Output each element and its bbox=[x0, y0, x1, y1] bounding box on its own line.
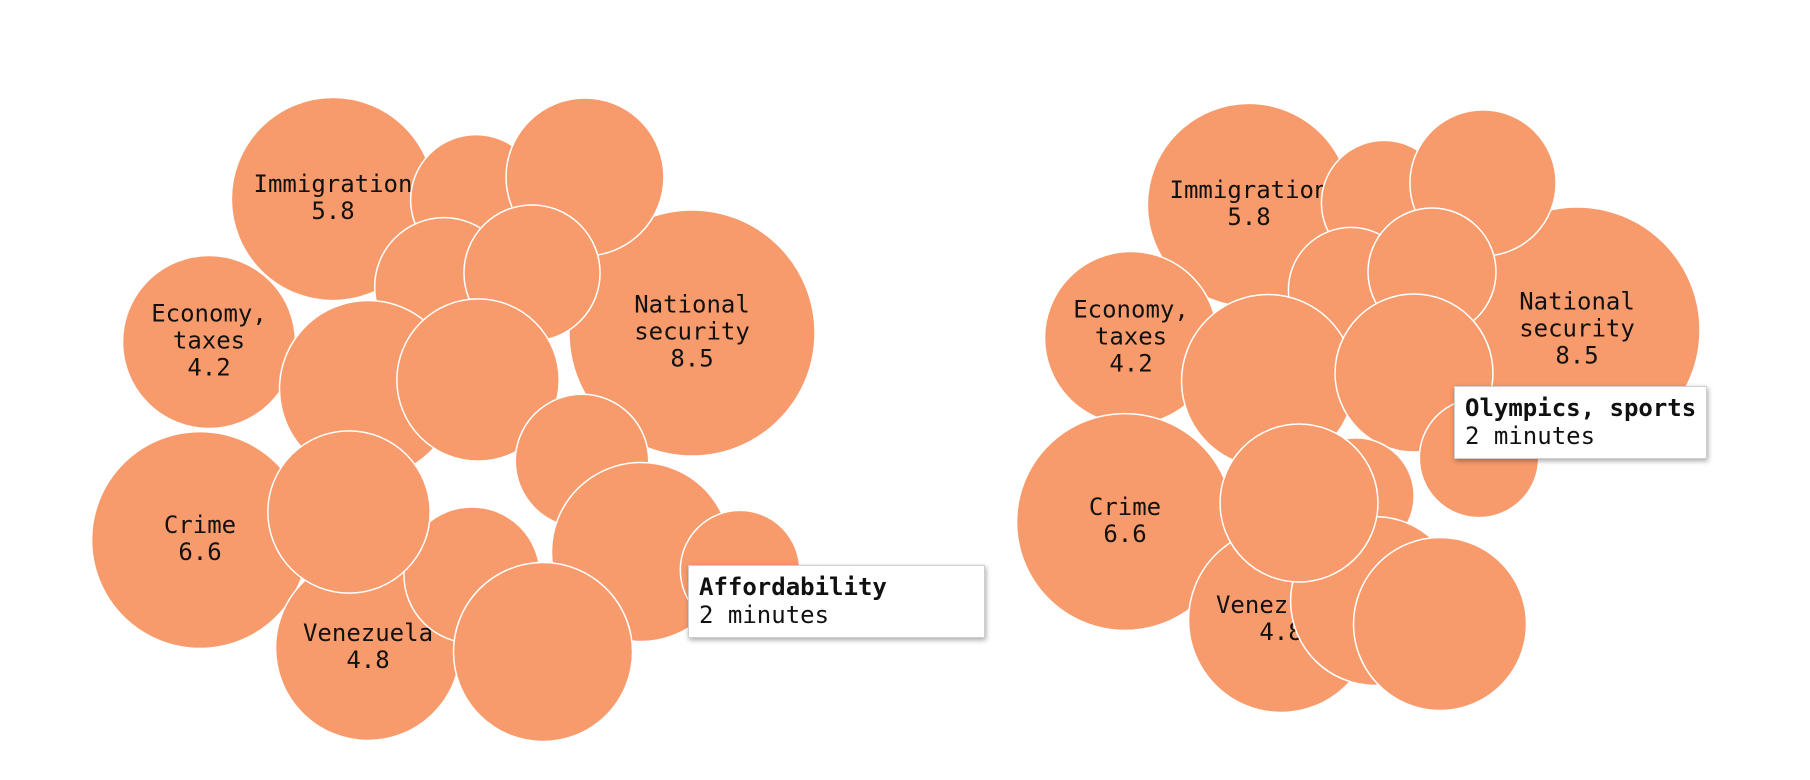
bubble-unlabeled-15[interactable] bbox=[1352, 536, 1528, 712]
bubble-label-national-security: National security 8.5 bbox=[634, 291, 750, 373]
bubble-value: 5.8 bbox=[311, 197, 354, 225]
bubble-label-line: Immigration bbox=[1170, 176, 1329, 204]
bubble-label-line: taxes bbox=[1095, 323, 1167, 351]
bubble-national-security[interactable] bbox=[568, 209, 816, 457]
bubble-unlabeled-16[interactable] bbox=[452, 561, 634, 743]
bubble-label-immigration: Immigration 5.8 bbox=[254, 170, 413, 225]
tooltip-detail: 2 minutes bbox=[1465, 422, 1596, 450]
tooltip-title: Olympics, sports bbox=[1465, 394, 1697, 422]
bubble-label-crime: Crime 6.6 bbox=[164, 511, 236, 566]
bubble-value: 5.8 bbox=[1227, 203, 1270, 231]
bubble-label-line: Economy, bbox=[1073, 296, 1189, 324]
tooltip-detail: 2 minutes bbox=[699, 601, 830, 629]
bubble-label-economy-taxes: Economy, taxes 4.2 bbox=[1073, 296, 1189, 378]
bubble-value: 4.2 bbox=[1109, 350, 1152, 378]
bubble-label-national-security: National security 8.5 bbox=[1519, 288, 1635, 370]
bubble-value: 4.2 bbox=[187, 354, 230, 382]
bubble-label-line: Economy, bbox=[151, 300, 267, 328]
bubble-label-line: National bbox=[634, 291, 750, 319]
bubble-chart-1: Immigration 5.8 Economy, taxes 4.2 National se… bbox=[90, 96, 816, 743]
bubble-value: 6.6 bbox=[178, 538, 221, 566]
bubble-label-line: Immigration bbox=[254, 170, 413, 198]
bubble-label-line: security bbox=[634, 318, 750, 346]
bubble-unlabeled-10[interactable] bbox=[396, 298, 560, 462]
bubble-label-immigration: Immigration 5.8 bbox=[1170, 176, 1329, 231]
bubble-label-line: security bbox=[1519, 315, 1635, 343]
bubble-label-line: taxes bbox=[173, 327, 245, 355]
bubble-label-crime: Crime 6.6 bbox=[1089, 493, 1161, 548]
bubble-value: 6.6 bbox=[1103, 520, 1146, 548]
bubble-label-economy-taxes: Economy, taxes 4.2 bbox=[151, 300, 267, 382]
bubble-value: 8.5 bbox=[1555, 342, 1598, 370]
tooltip-olympics-sports: Olympics, sports 2 minutes bbox=[1454, 386, 1708, 459]
bubble-label-venezuela: Venezuela 4.8 bbox=[303, 619, 433, 674]
bubble-label-line: National bbox=[1519, 288, 1635, 316]
bubble-unlabeled-14[interactable] bbox=[1219, 423, 1379, 583]
bubble-unlabeled-15[interactable] bbox=[267, 430, 431, 594]
bubble-value: 8.5 bbox=[670, 345, 713, 373]
bubble-label-line: Crime bbox=[164, 511, 236, 539]
tooltip-title: Affordability bbox=[699, 573, 887, 601]
bubble-label-line: Venezuela bbox=[303, 619, 433, 647]
bubble-label-line: Crime bbox=[1089, 493, 1161, 521]
tooltip-affordability: Affordability 2 minutes bbox=[688, 565, 985, 638]
bubble-value: 4.8 bbox=[346, 646, 389, 674]
